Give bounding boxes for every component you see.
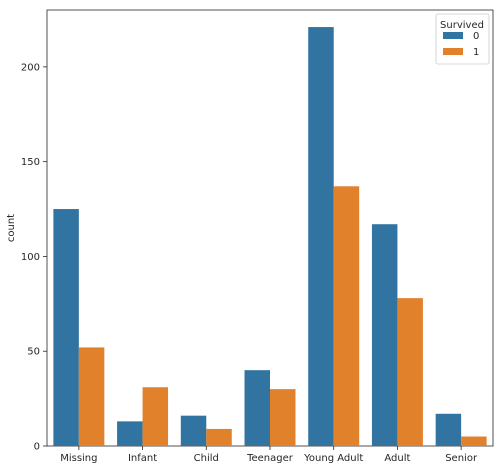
- bar-senior-survived-1: [461, 436, 487, 446]
- bars-group: [53, 27, 487, 446]
- legend-swatch-0: [443, 32, 463, 39]
- legend-swatch-1: [443, 48, 463, 55]
- x-axis: Missing Infant Child Teenager Young Adult Adu…: [60, 446, 478, 464]
- bar-child-survived-1: [206, 428, 232, 446]
- x-tick-label: Infant: [128, 453, 157, 464]
- y-tick-label: 50: [27, 347, 40, 358]
- legend: Survived 0 1: [435, 13, 490, 65]
- y-axis: 0 50 100 150 200: [21, 62, 47, 453]
- bar-missing-survived-1: [78, 347, 105, 446]
- bar-young-adult-survived-1: [333, 186, 360, 446]
- bar-teenager-survived-1: [270, 389, 296, 446]
- bar-adult-survived-1: [397, 298, 423, 446]
- y-tick-label: 200: [21, 62, 40, 73]
- bar-young-adult-survived-0: [308, 27, 334, 446]
- legend-title: Survived: [440, 20, 484, 31]
- x-tick-label: Missing: [60, 453, 97, 464]
- bar-teenager-survived-0: [244, 370, 270, 446]
- y-tick-label: 100: [21, 252, 40, 263]
- y-axis-label: count: [6, 214, 17, 242]
- bar-infant-survived-1: [142, 387, 169, 446]
- x-tick-label: Child: [194, 453, 219, 464]
- bar-missing-survived-0: [53, 209, 79, 446]
- bar-senior-survived-0: [435, 413, 462, 446]
- y-tick-label: 0: [34, 442, 40, 453]
- legend-label-0: 0: [473, 31, 479, 42]
- legend-label-1: 1: [473, 47, 479, 58]
- y-tick-label: 150: [21, 157, 40, 168]
- x-tick-label: Adult: [384, 453, 410, 464]
- bar-infant-survived-0: [117, 421, 143, 446]
- x-tick-label: Teenager: [246, 453, 294, 464]
- x-tick-label: Young Adult: [303, 453, 363, 464]
- bar-adult-survived-0: [371, 224, 398, 446]
- x-tick-label: Senior: [445, 453, 478, 464]
- bar-child-survived-0: [180, 415, 207, 446]
